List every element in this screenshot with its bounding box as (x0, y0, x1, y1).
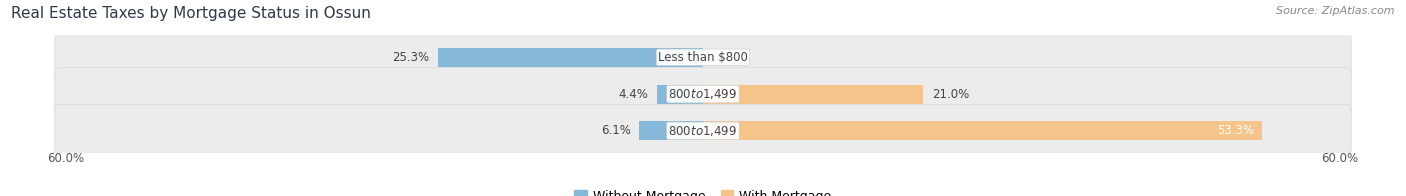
Text: 60.0%: 60.0% (1322, 152, 1358, 165)
Text: 60.0%: 60.0% (48, 152, 84, 165)
Text: $800 to $1,499: $800 to $1,499 (668, 124, 738, 138)
Bar (437, 48, 703, 67)
Text: Real Estate Taxes by Mortgage Status in Ossun: Real Estate Taxes by Mortgage Status in … (11, 6, 371, 21)
Bar (703, 121, 1263, 140)
FancyBboxPatch shape (55, 104, 1351, 157)
Legend: Without Mortgage, With Mortgage: Without Mortgage, With Mortgage (569, 185, 837, 196)
Text: 53.3%: 53.3% (1216, 124, 1254, 137)
Text: 6.1%: 6.1% (600, 124, 631, 137)
Text: Source: ZipAtlas.com: Source: ZipAtlas.com (1277, 6, 1395, 16)
FancyBboxPatch shape (55, 31, 1351, 84)
Text: 25.3%: 25.3% (392, 51, 429, 64)
Bar (657, 84, 703, 104)
FancyBboxPatch shape (55, 68, 1351, 121)
Text: 4.4%: 4.4% (619, 88, 648, 101)
Bar (703, 84, 924, 104)
Text: 0.0%: 0.0% (711, 51, 741, 64)
Text: Less than $800: Less than $800 (658, 51, 748, 64)
Text: 21.0%: 21.0% (932, 88, 969, 101)
Text: $800 to $1,499: $800 to $1,499 (668, 87, 738, 101)
Bar (638, 121, 703, 140)
